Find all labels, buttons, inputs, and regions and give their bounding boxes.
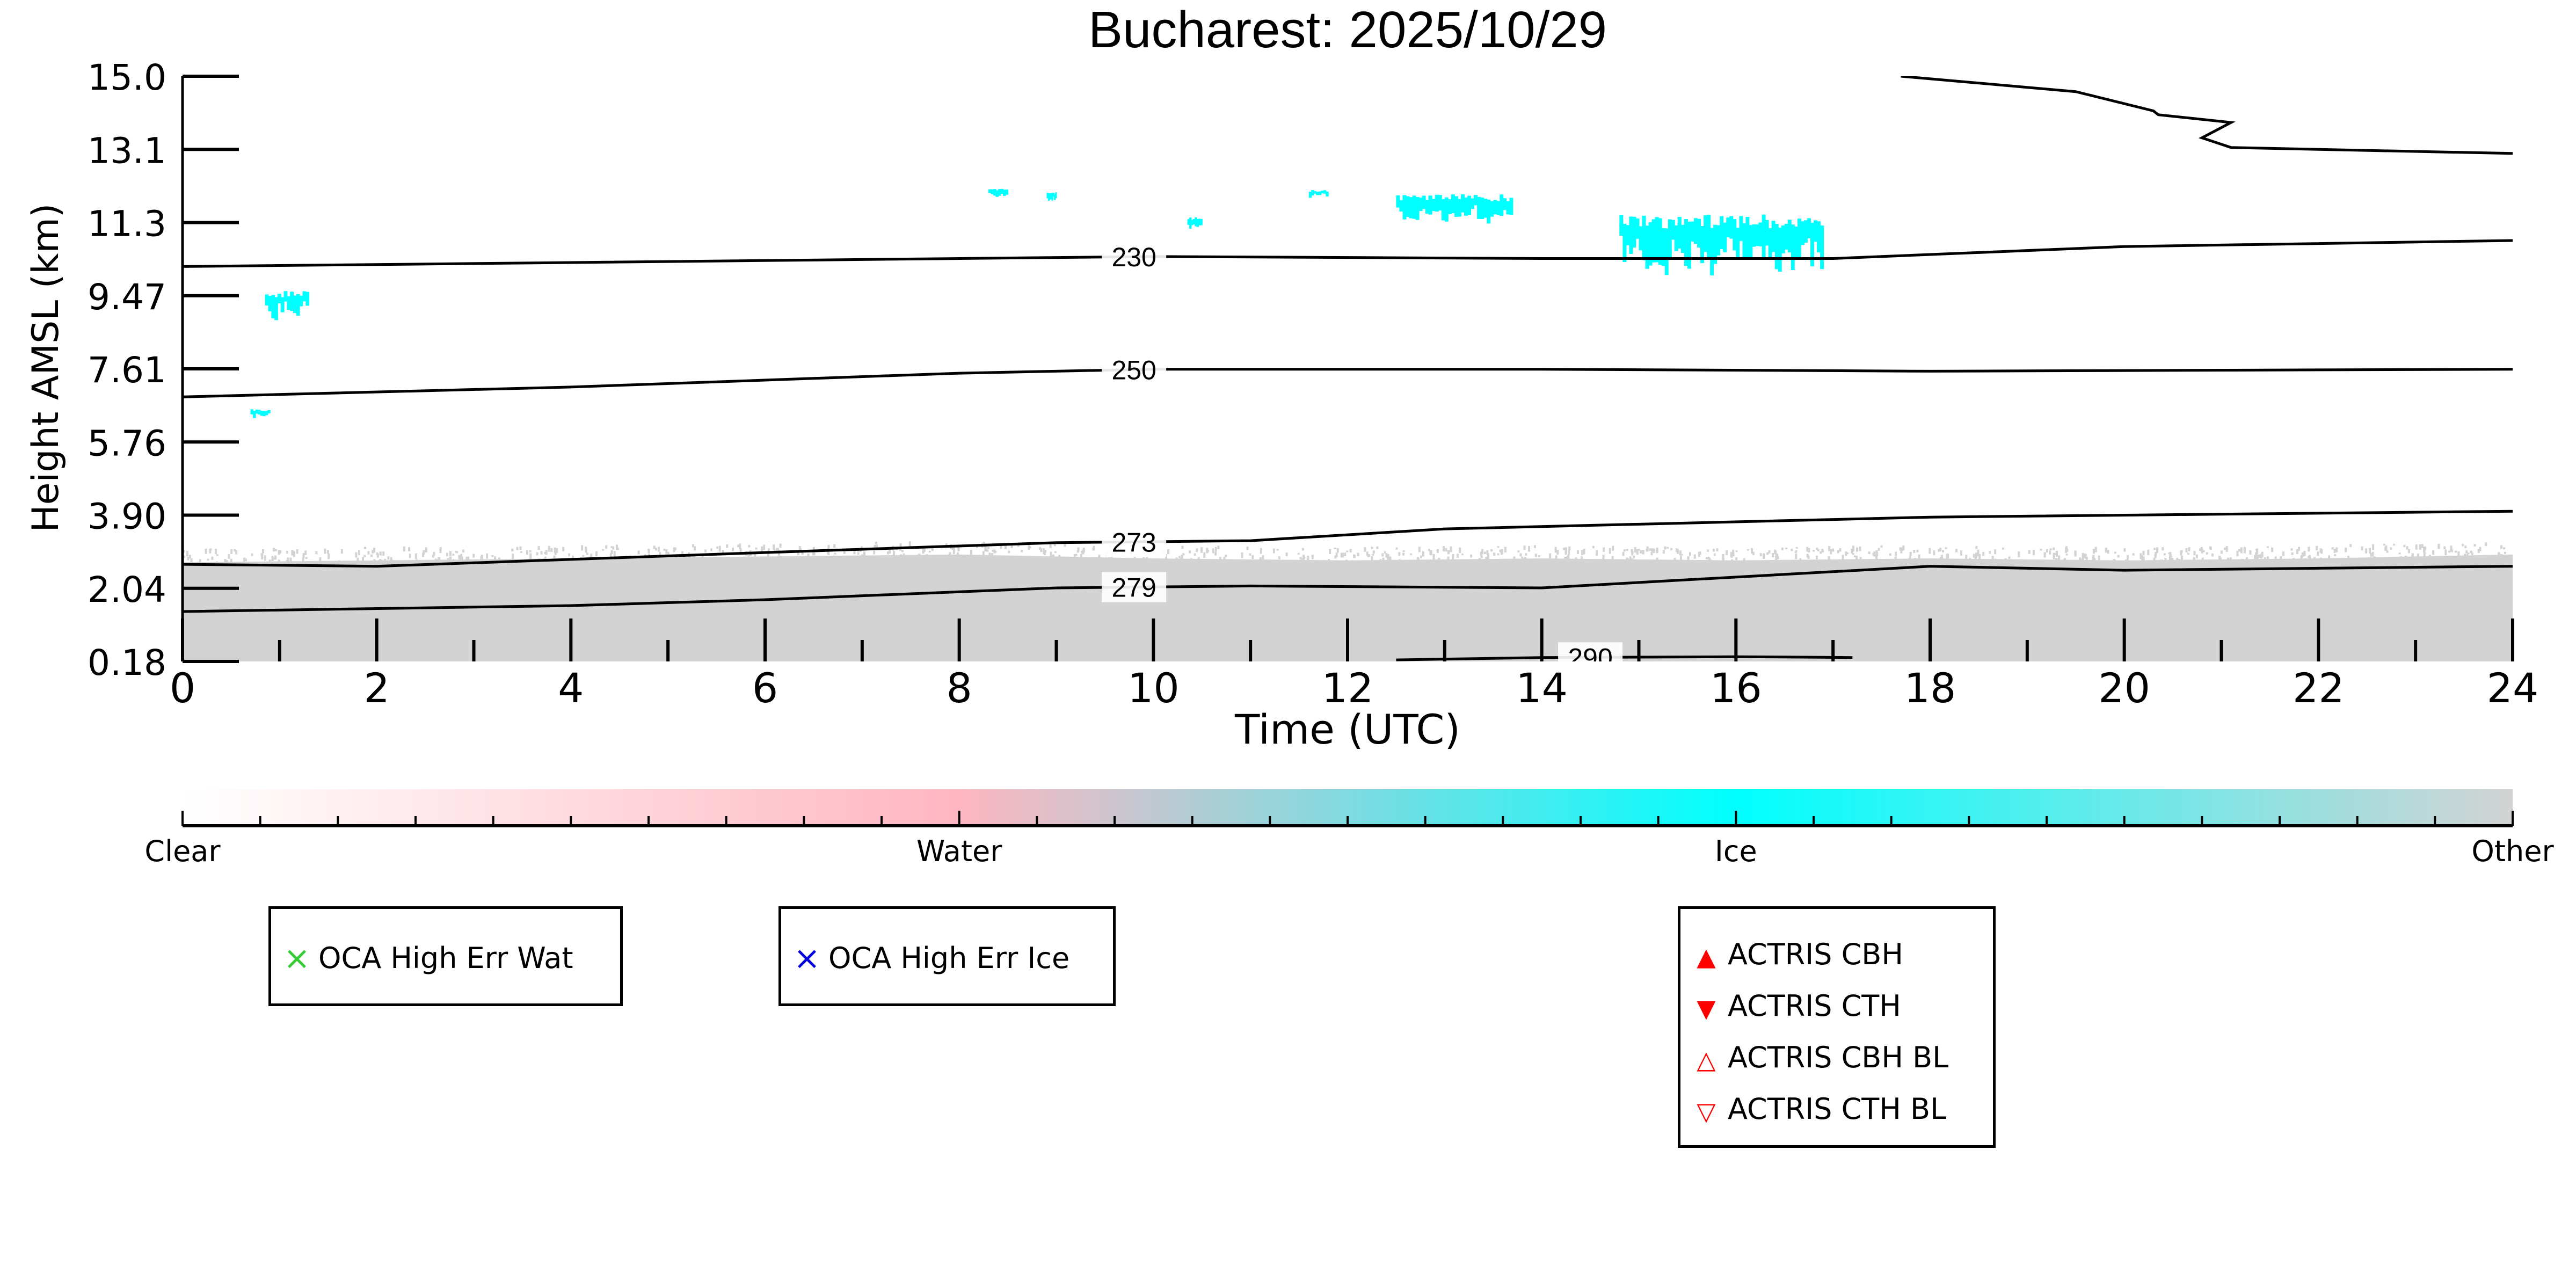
x-tick-label: 10	[1127, 664, 1180, 712]
ice-patch	[250, 409, 271, 418]
contour-label: 273	[1111, 527, 1156, 557]
open-up-triangle-icon: △	[1697, 1045, 1716, 1074]
x-axis-label: Time (UTC)	[1234, 705, 1460, 753]
ice-patch	[1308, 190, 1329, 198]
x-tick-label: 4	[558, 664, 584, 712]
x-tick-label: 2	[363, 664, 389, 712]
x-tick-label: 22	[2293, 664, 2345, 712]
contour-label: 250	[1111, 355, 1156, 385]
contour-label: 279	[1111, 573, 1156, 603]
legend-item-actris-cbh-bl: △ ACTRIS CBH BL	[1690, 1043, 1948, 1074]
ice-patch	[265, 291, 310, 321]
x-tick-label: 6	[752, 664, 778, 712]
temperature-contour	[1901, 76, 2513, 155]
y-tick-label: 11.3	[88, 203, 166, 245]
x-tick-label: 14	[1516, 664, 1568, 712]
filled-down-triangle-icon: ▼	[1697, 994, 1716, 1023]
temperature-contour	[183, 565, 2513, 613]
colorbar-label: Ice	[1715, 834, 1757, 868]
legend-item-oca-high-err-wat: × OCA High Err Wat	[281, 942, 573, 974]
filled-up-triangle-icon: ▲	[1697, 942, 1716, 971]
y-tick-label: 9.47	[88, 276, 166, 318]
x-tick-label: 12	[1322, 664, 1374, 712]
x-tick-label: 24	[2487, 664, 2539, 712]
legend-item-oca-high-err-ice: × OCA High Err Ice	[791, 942, 1069, 974]
colorbar-label: Water	[916, 834, 1002, 868]
y-tick-label: 2.04	[88, 569, 166, 610]
open-down-triangle-icon: ▽	[1697, 1097, 1716, 1126]
blue-cross-icon: ×	[793, 940, 821, 977]
legend-oca-ice: × OCA High Err Ice	[778, 906, 1116, 1006]
chart-title: Bucharest: 2025/10/29	[1088, 1, 1607, 59]
ice-patch	[988, 188, 1009, 197]
y-tick-label: 13.1	[88, 130, 166, 171]
ice-patch	[1046, 192, 1057, 201]
x-tick-label: 18	[1904, 664, 1956, 712]
contour-label: 290	[1568, 643, 1612, 673]
temperature-contour	[183, 239, 2513, 268]
temperature-contour	[183, 368, 2513, 398]
ice-patch	[1396, 194, 1513, 224]
x-tick-label: 20	[2098, 664, 2150, 712]
legend-item-actris-cbh: ▲ ACTRIS CBH	[1690, 940, 1903, 971]
colorbar: Clear Water Ice Other	[144, 789, 2554, 868]
colorbar-label: Clear	[144, 834, 221, 868]
y-tick-label: 15.0	[88, 57, 166, 98]
x-tick-label: 8	[946, 664, 972, 712]
x-tick-label: 0	[170, 664, 195, 712]
plot-area: 230 250 273 279 290	[183, 76, 2513, 673]
x-tick-label: 16	[1710, 664, 1762, 712]
temperature-contour	[183, 510, 2513, 568]
legend-actris: ▲ ACTRIS CBH ▼ ACTRIS CTH △ ACTRIS CBH BL ▽…	[1678, 906, 1996, 1148]
colorbar-label: Other	[2471, 834, 2554, 868]
y-tick-label: 0.18	[88, 642, 166, 683]
legend-item-actris-cth: ▼ ACTRIS CTH	[1690, 992, 1901, 1021]
green-cross-icon: ×	[283, 940, 311, 977]
legend-item-actris-cth-bl: ▽ ACTRIS CTH BL	[1690, 1095, 1946, 1124]
ice-patch	[1187, 217, 1203, 229]
contour-label: 230	[1111, 242, 1156, 272]
y-axis-label: Height AMSL (km)	[25, 203, 67, 533]
y-tick-label: 7.61	[88, 350, 166, 391]
y-tick-label: 5.76	[88, 423, 166, 464]
legend-oca-water: × OCA High Err Wat	[268, 906, 623, 1006]
y-tick-label: 3.90	[88, 496, 166, 537]
ice-patch	[1619, 214, 1824, 275]
